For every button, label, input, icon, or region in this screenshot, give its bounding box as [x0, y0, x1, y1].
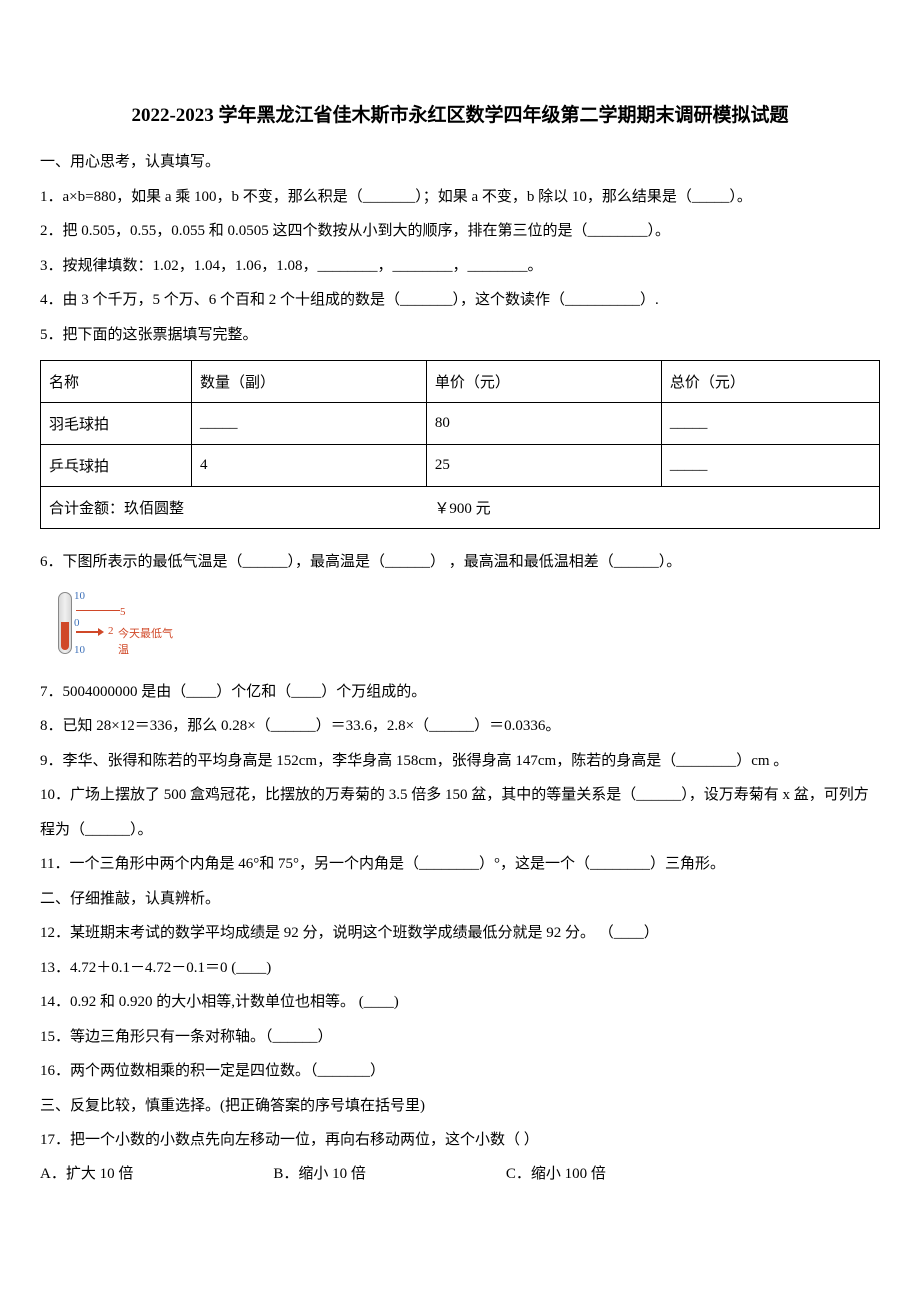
question-16: 16．两个两位数相乘的积一定是四位数。（_______） [40, 1054, 880, 1089]
thermo-arrow-icon [76, 628, 104, 636]
question-15: 15．等边三角形只有一条对称轴。（______） [40, 1020, 880, 1055]
thermo-mark-5: 5 [120, 606, 126, 618]
question-4: 4．由 3 个千万，5 个万、6 个百和 2 个十组成的数是（_______），… [40, 283, 880, 318]
question-13: 13．4.72＋0.1－4.72－0.1＝0 (____) [40, 951, 880, 986]
section-3-header: 三、反复比较，慎重选择。(把正确答案的序号填在括号里) [40, 1089, 880, 1124]
question-6: 6．下图所表示的最低气温是（______），最高温是（______） ，最高温和… [40, 545, 880, 580]
header-qty: 数量（副） [192, 361, 427, 403]
section-2-header: 二、仔细推敲，认真辨析。 [40, 882, 880, 917]
section-1-header: 一、用心思考，认真填写。 [40, 145, 880, 180]
table-row: 羽毛球拍 _____ 80 _____ [41, 403, 880, 445]
question-1: 1．a×b=880，如果 a 乘 100，b 不变，那么积是（_______）；… [40, 180, 880, 215]
question-12: 12．某班期末考试的数学平均成绩是 92 分，说明这个班数学成绩最低分就是 92… [40, 916, 880, 951]
cell-name: 羽毛球拍 [41, 403, 192, 445]
receipt-table: 名称 数量（副） 单价（元） 总价（元） 羽毛球拍 _____ 80 _____… [40, 360, 880, 529]
cell-name: 乒乓球拍 [41, 445, 192, 487]
question-10: 10．广场上摆放了 500 盒鸡冠花，比摆放的万寿菊的 3.5 倍多 150 盆… [40, 778, 880, 847]
thermo-caption: 今天最低气温 [118, 625, 180, 657]
cell-unit-price: 80 [426, 403, 661, 445]
header-total: 总价（元） [661, 361, 879, 403]
question-11: 11．一个三角形中两个内角是 46°和 75°，另一个内角是（________）… [40, 847, 880, 882]
question-14: 14．0.92 和 0.920 的大小相等,计数单位也相等。 (____) [40, 985, 880, 1020]
question-9: 9．李华、张得和陈若的平均身高是 152cm，李华身高 158cm，张得身高 1… [40, 744, 880, 779]
question-8: 8．已知 28×12＝336，那么 0.28×（______）＝33.6，2.8… [40, 709, 880, 744]
table-header-row: 名称 数量（副） 单价（元） 总价（元） [41, 361, 880, 403]
thermometer-figure: 10 0 10 5 2 今天最低气温 [40, 588, 180, 658]
thermo-scale-bottom: 10 [74, 644, 85, 656]
question-2: 2．把 0.505，0.55，0.055 和 0.0505 这四个数按从小到大的… [40, 214, 880, 249]
table-row: 乒乓球拍 4 25 _____ [41, 445, 880, 487]
thermo-scale-top: 10 [74, 590, 85, 602]
footer-label: 合计金额：玖佰圆整 [41, 487, 427, 529]
footer-amount: ￥900 元 [426, 487, 879, 529]
cell-unit-price: 25 [426, 445, 661, 487]
cell-total: _____ [661, 403, 879, 445]
cell-qty: _____ [192, 403, 427, 445]
question-17: 17．把一个小数的小数点先向左移动一位，再向右移动两位，这个小数（ ） [40, 1123, 880, 1158]
question-17-options: A．扩大 10 倍 B．缩小 10 倍 C．缩小 100 倍 [40, 1162, 880, 1183]
header-name: 名称 [41, 361, 192, 403]
table-footer-row: 合计金额：玖佰圆整 ￥900 元 [41, 487, 880, 529]
thermometer-icon: 10 0 10 5 2 今天最低气温 [40, 588, 180, 658]
cell-qty: 4 [192, 445, 427, 487]
option-a: A．扩大 10 倍 [40, 1162, 133, 1183]
thermo-mark-2: 2 [108, 625, 114, 637]
header-unit-price: 单价（元） [426, 361, 661, 403]
question-7: 7．5004000000 是由（____）个亿和（____）个万组成的。 [40, 675, 880, 710]
option-b: B．缩小 10 倍 [273, 1162, 366, 1183]
cell-total: _____ [661, 445, 879, 487]
question-5-intro: 5．把下面的这张票据填写完整。 [40, 318, 880, 353]
option-c: C．缩小 100 倍 [506, 1162, 606, 1183]
page-title: 2022-2023 学年黑龙江省佳木斯市永红区数学四年级第二学期期末调研模拟试题 [40, 100, 880, 127]
question-3: 3．按规律填数：1.02，1.04，1.06，1.08，________，___… [40, 249, 880, 284]
